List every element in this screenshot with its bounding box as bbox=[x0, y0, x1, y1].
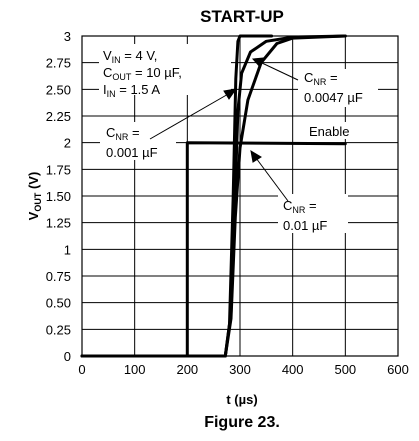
arrow-cnr-0047 bbox=[261, 62, 299, 81]
arrowhead-cnr-01 bbox=[250, 150, 262, 163]
cnr-001-value: 0.001 µF bbox=[106, 145, 158, 160]
cond-iin: IIN = 1.5 A bbox=[103, 82, 160, 99]
y-tick-label: 3 bbox=[64, 29, 71, 44]
y-tick-label: 1 bbox=[64, 242, 71, 257]
x-tick-label: 500 bbox=[334, 362, 356, 377]
conditions-box bbox=[99, 44, 231, 95]
arrow-cnr-001 bbox=[149, 92, 231, 140]
y-tick-label: 2.25 bbox=[46, 109, 71, 124]
y-tick-label: 0 bbox=[64, 349, 71, 364]
cnr-01-label: CNR = bbox=[283, 198, 317, 215]
y-tick-label: 0.25 bbox=[46, 322, 71, 337]
series-line-3 bbox=[80, 34, 347, 358]
cnr-0047-box bbox=[298, 69, 378, 107]
cnr-0047-value: 0.0047 µF bbox=[304, 90, 363, 105]
y-tick-label: 0.50 bbox=[46, 296, 71, 311]
x-tick-label: 300 bbox=[229, 362, 251, 377]
cond-cout: COUT = 10 µF, bbox=[103, 65, 182, 82]
x-tick-label: 100 bbox=[124, 362, 146, 377]
x-axis-label: t (µs) bbox=[226, 392, 257, 407]
tick-labels: 0 100 200 300 400 500 600 0 0.25 0.50 0.75 1 1.25 1.5… bbox=[46, 29, 409, 377]
figure-caption: Figure 23. bbox=[204, 414, 280, 431]
enable-box bbox=[305, 122, 363, 139]
enable-label: Enable bbox=[309, 124, 349, 139]
arrowhead-cnr-0047 bbox=[251, 57, 265, 68]
cnr-01-value: 0.01 µF bbox=[283, 218, 327, 233]
annotation-arrows bbox=[149, 57, 299, 202]
y-tick-label: 1.50 bbox=[46, 189, 71, 204]
arrowhead-cnr-001 bbox=[223, 88, 238, 100]
cnr-01-box bbox=[278, 194, 348, 233]
x-tick-label: 200 bbox=[176, 362, 198, 377]
x-tick-label: 600 bbox=[387, 362, 409, 377]
chart-title: START-UP bbox=[200, 7, 284, 26]
cnr-001-box bbox=[100, 122, 176, 160]
cnr-0047-label: CNR = bbox=[304, 70, 338, 87]
y-tick-label: 2 bbox=[64, 136, 71, 151]
arrow-cnr-01 bbox=[255, 157, 289, 202]
y-tick-label: 1.25 bbox=[46, 216, 71, 231]
y-tick-label: 1.75 bbox=[46, 162, 71, 177]
y-axis-label: VOUT (V) bbox=[26, 172, 43, 221]
y-tick-label: 0.75 bbox=[46, 269, 71, 284]
y-tick-label: 2.50 bbox=[46, 82, 71, 97]
cnr-001-label: CNR = bbox=[106, 125, 140, 142]
cond-vin: VIN = 4 V, bbox=[103, 48, 157, 65]
series-lines bbox=[80, 34, 347, 358]
y-tick-label: 2.75 bbox=[46, 56, 71, 71]
x-tick-label: 0 bbox=[78, 362, 85, 377]
x-tick-label: 400 bbox=[282, 362, 304, 377]
